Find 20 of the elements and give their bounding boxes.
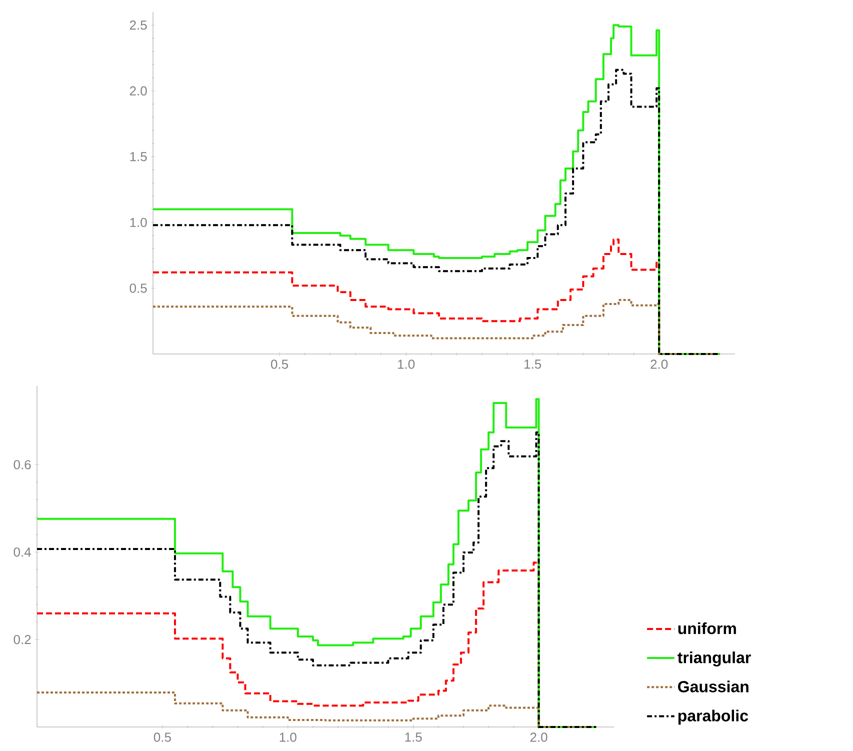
legend-label: parabolic [678, 710, 748, 725]
x-tick-label: 2.0 [650, 360, 668, 369]
y-tick-label: 0.2 [14, 634, 31, 644]
x-tick-label: 1.0 [280, 732, 296, 742]
legend-label: triangular [678, 652, 751, 666]
legend-label: Gaussian [678, 680, 748, 692]
x-tick-label: 0.5 [154, 732, 171, 742]
x-tick-label: 2.0 [530, 732, 548, 742]
x-tick-label: 1.5 [405, 732, 422, 742]
y-tick-label: 0.4 [14, 548, 31, 557]
legend-label: uniform [678, 622, 736, 634]
y-tick-label: 1.0 [130, 218, 147, 228]
y-tick-label: 2.5 [130, 20, 147, 30]
x-tick-label: 1.0 [398, 360, 415, 369]
x-tick-label: 1.5 [524, 360, 542, 369]
y-tick-label: 0.6 [14, 460, 31, 470]
y-tick-label: 1.5 [130, 152, 147, 162]
y-tick-label: 0.5 [130, 284, 147, 293]
y-tick-label: 2.0 [130, 86, 147, 96]
x-tick-label: 0.5 [270, 360, 288, 369]
